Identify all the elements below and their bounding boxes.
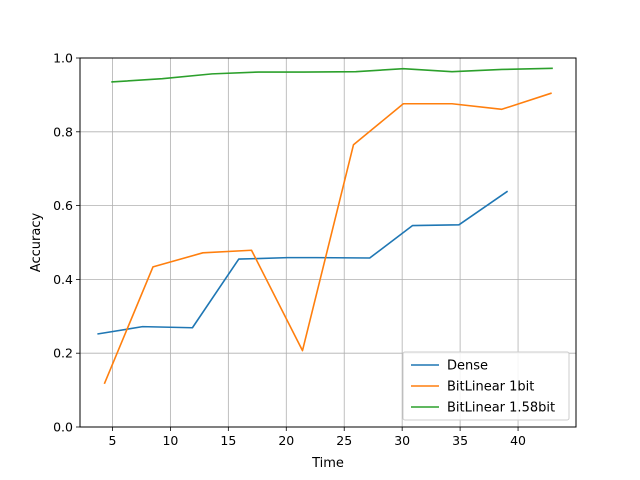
- legend-label-bitlinear-1-58bit: BitLinear 1.58bit: [447, 401, 555, 416]
- legend: Dense BitLinear 1bit BitLinear 1.58bit: [402, 351, 570, 421]
- plot-frame: [79, 57, 577, 428]
- x-tick-label: 15: [220, 433, 236, 448]
- x-tick-label: 10: [162, 433, 178, 448]
- y-tick-label: 0.0: [53, 420, 73, 435]
- y-axis-label: Accuracy: [29, 213, 44, 273]
- y-tick-label: 0.8: [53, 124, 73, 139]
- series-layer: [97, 67, 553, 385]
- series-line-dense: [97, 190, 509, 335]
- series-line-bitlinear-1bit: [103, 92, 552, 385]
- y-tick-label: 0.2: [53, 346, 73, 361]
- x-axis-label: Time: [311, 456, 344, 471]
- x-axis: 5 10 15 20 25 30 35 40: [108, 427, 526, 448]
- y-axis: 0.0 0.2 0.4 0.6 0.8 1.0: [53, 51, 80, 435]
- x-tick-label: 40: [510, 433, 526, 448]
- legend-label-dense: Dense: [447, 359, 488, 374]
- x-tick-label: 20: [278, 433, 294, 448]
- y-tick-label: 0.4: [53, 272, 73, 287]
- x-tick-label: 35: [452, 433, 468, 448]
- x-tick-label: 30: [394, 433, 410, 448]
- legend-box: [402, 351, 570, 421]
- legend-label-bitlinear-1bit: BitLinear 1bit: [447, 380, 534, 395]
- x-tick-label: 25: [336, 433, 352, 448]
- x-tick-label: 5: [108, 433, 116, 448]
- y-tick-label: 1.0: [53, 51, 73, 66]
- y-tick-label: 0.6: [53, 198, 73, 213]
- series-line-bitlinear-1-58bit: [111, 67, 553, 83]
